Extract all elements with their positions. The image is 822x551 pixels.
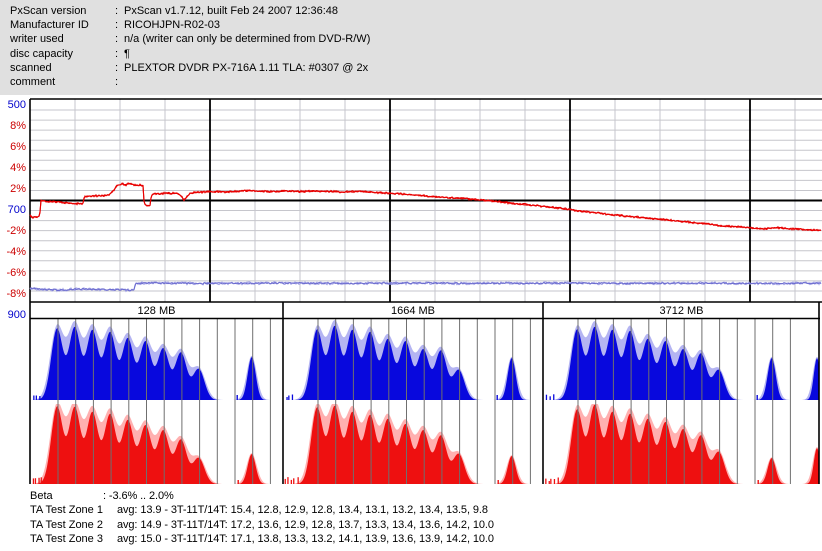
noise-tick-red (287, 477, 289, 484)
noise-tick-red (553, 479, 556, 484)
noise-tick-red (237, 480, 239, 484)
noise-tick-blue (288, 395, 290, 400)
noise-tick-red (38, 477, 40, 484)
scan-info-label: scanned (10, 62, 52, 74)
stat-label: TA Test Zone 1 (30, 504, 103, 516)
noise-tick-red (757, 480, 759, 484)
noise-tick-red (497, 480, 499, 484)
ta-histogram-red (544, 404, 819, 484)
noise-tick-blue (39, 396, 41, 400)
y-axis-label: 700 (7, 204, 26, 216)
noise-tick-red (44, 480, 46, 484)
scan-info-label: Manufacturer ID (10, 19, 89, 31)
scan-info-value: n/a (writer can only be determined from … (124, 33, 371, 45)
noise-tick-red (297, 477, 299, 484)
noise-tick-blue (291, 394, 294, 400)
noise-tick-blue (33, 395, 35, 400)
ta-zone-label: 128 MB (137, 305, 176, 317)
ta-histogram-blue (544, 326, 819, 400)
noise-tick-blue (496, 395, 498, 400)
scan-info-separator: : (115, 5, 119, 17)
scan-info-label: PxScan version (10, 5, 87, 17)
noise-tick-red (32, 478, 35, 484)
y-axis-label: -6% (6, 267, 26, 279)
ta-histogram-red (284, 405, 542, 484)
noise-tick-blue (286, 397, 288, 400)
stat-label: TA Test Zone 2 (30, 519, 103, 531)
y-axis-label: 6% (10, 141, 26, 153)
ta-zone-label: 3712 MB (659, 305, 704, 317)
y-axis-label: 900 (7, 309, 26, 321)
y-axis-label: 2% (10, 183, 26, 195)
noise-tick-blue (549, 396, 551, 400)
noise-tick-red (284, 478, 286, 484)
scan-info-separator: : (115, 76, 119, 88)
scan-info-label: comment (10, 76, 56, 88)
ta-histogram-blue (284, 325, 542, 400)
scan-info-header: PxScan version: PxScan v1.7.12, built Feb… (0, 0, 822, 95)
noise-tick-blue (35, 395, 37, 400)
beta-trace (29, 183, 822, 232)
scan-info-value: ¶ (124, 48, 130, 60)
scan-info-separator: : (115, 62, 119, 74)
stat-value: avg: 13.9 - 3T-11T/14T: 15.4, 12.8, 12.9… (117, 504, 488, 516)
stat-label: TA Test Zone 3 (30, 533, 103, 545)
scan-info-separator: : (115, 48, 119, 60)
noise-tick-red (550, 478, 552, 484)
stat-value: : -3.6% .. 2.0% (103, 490, 174, 502)
stat-value: avg: 14.9 - 3T-11T/14T: 17.2, 13.6, 12.9… (117, 519, 494, 531)
noise-tick-red (34, 478, 37, 484)
y-axis-label: -2% (6, 225, 26, 237)
noise-tick-blue (553, 394, 555, 400)
ta-zone-label: 1664 MB (390, 305, 436, 317)
scan-info-value: PLEXTOR DVDR PX-716A 1.11 TLA: #0307 @ 2… (124, 62, 369, 74)
scan-info-value: PxScan v1.7.12, built Feb 24 2007 12:36:… (124, 5, 339, 17)
noise-tick-red (293, 478, 295, 484)
noise-tick-red (40, 477, 42, 484)
y-axis-label: -8% (6, 288, 26, 300)
stat-value: avg: 15.0 - 3T-11T/14T: 17.1, 13.8, 13.3… (117, 533, 494, 545)
scan-info-separator: : (115, 19, 119, 31)
noise-tick-blue (756, 395, 758, 400)
y-axis-label: 500 (7, 99, 26, 111)
stat-label: Beta (30, 490, 53, 502)
noise-tick-blue (236, 395, 238, 400)
y-axis-label: -4% (6, 246, 26, 258)
noise-tick-red (545, 478, 547, 484)
noise-tick-red (290, 479, 292, 484)
scan-info-label: disc capacity (10, 48, 73, 60)
scan-info-label: writer used (10, 33, 64, 45)
scan-info-separator: : (115, 33, 119, 45)
y-axis-label: 8% (10, 120, 26, 132)
secondary-trace (29, 281, 822, 292)
noise-tick-blue (545, 394, 548, 400)
y-axis-label: 4% (10, 162, 26, 174)
noise-tick-red (557, 477, 559, 484)
scan-info-value: RICOHJPN-R02-03 (124, 19, 220, 31)
noise-tick-red (548, 481, 550, 484)
